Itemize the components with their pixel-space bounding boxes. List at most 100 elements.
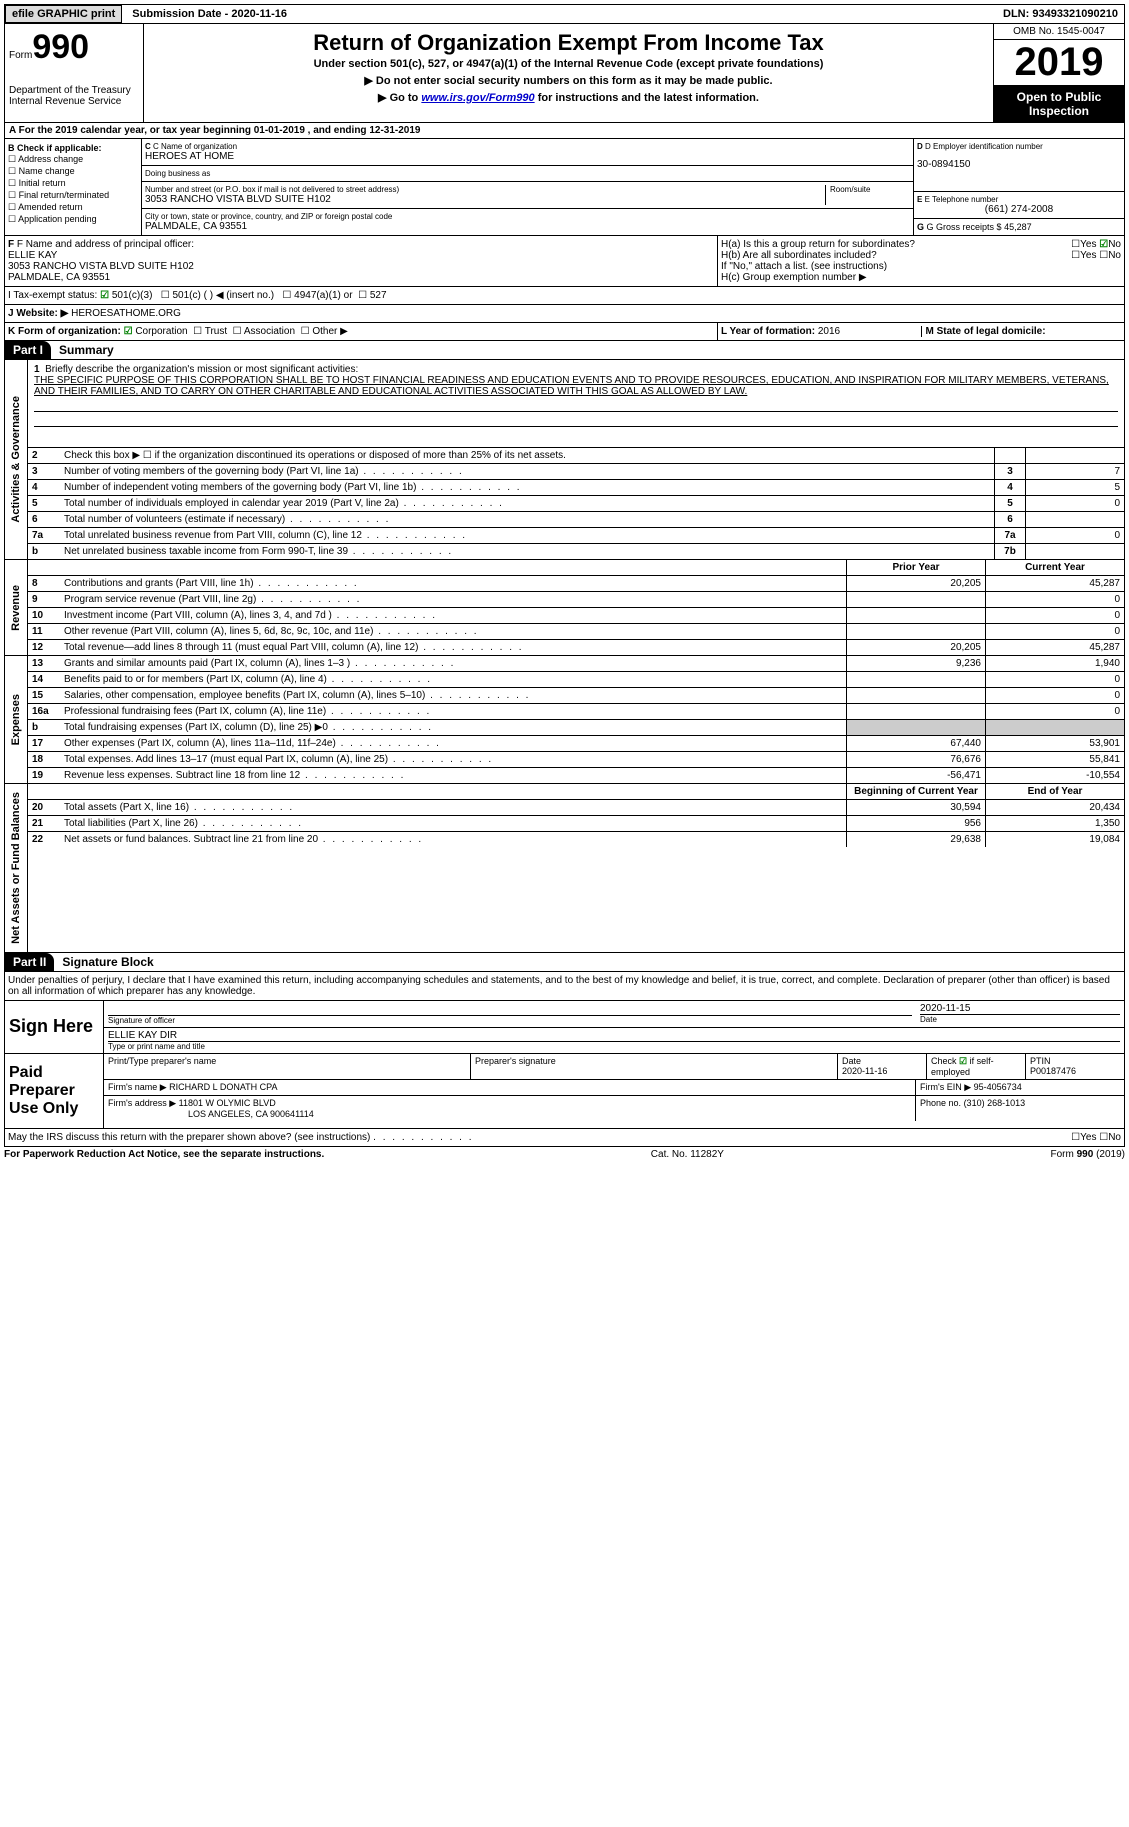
part-i-head: Part I [5, 341, 51, 359]
officer-addr1: 3053 RANCHO VISTA BLVD SUITE H102 [8, 261, 714, 272]
part-i-title: Summary [51, 341, 122, 359]
table-row: 21 Total liabilities (Part X, line 26) 9… [28, 816, 1124, 832]
org-name: HEROES AT HOME [145, 151, 910, 162]
ha-label: H(a) Is this a group return for subordin… [721, 239, 915, 250]
col-b-checkboxes: B Check if applicable: Address change Na… [5, 139, 142, 235]
footer-right: Form 990 (2019) [1051, 1149, 1125, 1160]
check-501c3-icon: ☑ [100, 290, 109, 301]
gov-row: b Net unrelated business taxable income … [28, 544, 1124, 559]
cb-name-change[interactable]: Name change [8, 166, 138, 177]
bal-head-row: Beginning of Current Year End of Year [28, 784, 1124, 800]
table-row: 17 Other expenses (Part IX, column (A), … [28, 736, 1124, 752]
sig-date: 2020-11-15 [920, 1003, 1120, 1014]
officer-addr2: PALMDALE, CA 93551 [8, 272, 714, 283]
officer-h-block: F F Name and address of principal office… [4, 236, 1125, 287]
part-ii-bar: Part II Signature Block [4, 953, 1125, 972]
website-row: J Website: ▶ HEROESATHOME.ORG [4, 305, 1125, 323]
part-ii-head: Part II [5, 953, 54, 971]
k-label: K Form of organization: [8, 326, 121, 337]
subtitle-2: ▶ Do not enter social security numbers o… [148, 74, 989, 87]
ein: 30-0894150 [917, 159, 1121, 170]
irs-link[interactable]: www.irs.gov/Form990 [421, 92, 534, 104]
balances-block: Net Assets or Fund Balances Beginning of… [4, 784, 1125, 953]
gov-row: 3 Number of voting members of the govern… [28, 464, 1124, 480]
sign-here-block: Sign Here Signature of officer 2020-11-1… [4, 1001, 1125, 1054]
room-label: Room/suite [830, 185, 910, 194]
mission-text: THE SPECIFIC PURPOSE OF THIS CORPORATION… [34, 375, 1109, 397]
f-label: F F Name and address of principal office… [8, 239, 714, 250]
cb-final-return[interactable]: Final return/terminated [8, 190, 138, 201]
m-label: M State of legal domicile: [926, 326, 1046, 337]
gov-row: 5 Total number of individuals employed i… [28, 496, 1124, 512]
ptin: P00187476 [1030, 1066, 1120, 1076]
l-label: L Year of formation: [721, 326, 815, 337]
vert-expenses: Expenses [10, 686, 22, 753]
city-state-zip: PALMDALE, CA 93551 [145, 221, 910, 232]
subtitle-3: ▶ Go to www.irs.gov/Form990 for instruct… [148, 91, 989, 104]
table-row: 22 Net assets or fund balances. Subtract… [28, 832, 1124, 847]
line-a: A For the 2019 calendar year, or tax yea… [4, 123, 1125, 139]
tax-year: 2019 [994, 40, 1124, 86]
table-row: 10 Investment income (Part VIII, column … [28, 608, 1124, 624]
submission-date: Submission Date - 2020-11-16 [126, 6, 293, 22]
identity-block: B Check if applicable: Address change Na… [4, 139, 1125, 236]
cb-address-change[interactable]: Address change [8, 154, 138, 165]
sig-name: ELLIE KAY DIR [108, 1030, 1120, 1041]
part-ii-title: Signature Block [54, 953, 161, 971]
part-i-bar: Part I Summary [4, 341, 1125, 360]
phone: (661) 274-2008 [917, 204, 1121, 215]
expenses-block: Expenses 13 Grants and similar amounts p… [4, 656, 1125, 784]
prep-name-label: Print/Type preparer's name [104, 1054, 471, 1079]
vert-governance: Activities & Governance [10, 388, 22, 531]
officer-name: ELLIE KAY [8, 250, 714, 261]
omb-number: OMB No. 1545-0047 [994, 24, 1124, 40]
website-url: HEROESATHOME.ORG [71, 308, 181, 319]
dept-treasury: Department of the Treasury [9, 85, 139, 96]
table-row: b Total fundraising expenses (Part IX, c… [28, 720, 1124, 736]
hb-label: H(b) Are all subordinates included? [721, 250, 877, 261]
gov-row: 2 Check this box ▶ ☐ if the organization… [28, 448, 1124, 464]
cb-app-pending[interactable]: Application pending [8, 214, 138, 225]
gov-row: 4 Number of independent voting members o… [28, 480, 1124, 496]
rev-head-row: Prior Year Current Year [28, 560, 1124, 576]
gross-receipts: 45,287 [1004, 222, 1032, 232]
check-corp-icon: ☑ [124, 326, 133, 337]
i-label: I Tax-exempt status: [8, 290, 97, 301]
hb-note: If "No," attach a list. (see instruction… [721, 261, 1121, 272]
discuss-row: May the IRS discuss this return with the… [4, 1129, 1125, 1147]
sig-date-label: Date [920, 1014, 1120, 1024]
cb-initial-return[interactable]: Initial return [8, 178, 138, 189]
efile-button[interactable]: efile GRAPHIC print [5, 5, 122, 23]
hc-label: H(c) Group exemption number ▶ [721, 272, 1121, 283]
hb-answer: ☐Yes ☐No [1071, 250, 1121, 261]
firm-name: RICHARD L DONATH CPA [169, 1082, 277, 1092]
mission-row: 1 Briefly describe the organization's mi… [28, 360, 1124, 448]
table-row: 16a Professional fundraising fees (Part … [28, 704, 1124, 720]
open-public-badge: Open to Public Inspection [994, 86, 1124, 122]
c-name-label: C C Name of organization [145, 142, 910, 151]
city-label: City or town, state or province, country… [145, 212, 910, 221]
form-header: Form990 Department of the Treasury Inter… [4, 24, 1125, 123]
table-row: 12 Total revenue—add lines 8 through 11 … [28, 640, 1124, 655]
firm-phone: (310) 268-1013 [964, 1098, 1026, 1108]
k-l-m-row: K Form of organization: ☑ Corporation ☐ … [4, 323, 1125, 341]
tax-exempt-row: I Tax-exempt status: ☑ 501(c)(3) ☐ 501(c… [4, 287, 1125, 305]
ha-answer: ☐Yes ☑No [1071, 239, 1121, 250]
table-row: 15 Salaries, other compensation, employe… [28, 688, 1124, 704]
g-gross-label: G G Gross receipts $ [917, 222, 1002, 232]
table-row: 18 Total expenses. Add lines 13–17 (must… [28, 752, 1124, 768]
form-990-label: Form990 [9, 28, 139, 67]
firm-addr2: LOS ANGELES, CA 900641114 [188, 1109, 314, 1119]
j-label: J Website: ▶ [8, 308, 68, 319]
table-row: 8 Contributions and grants (Part VIII, l… [28, 576, 1124, 592]
table-row: 20 Total assets (Part X, line 16) 30,594… [28, 800, 1124, 816]
dba-label: Doing business as [145, 169, 910, 178]
dln: DLN: 93493321090210 [997, 6, 1124, 22]
firm-addr1: 11801 W OLYMIC BLVD [179, 1098, 276, 1108]
cb-amended[interactable]: Amended return [8, 202, 138, 213]
footer-mid: Cat. No. 11282Y [651, 1149, 724, 1160]
paid-preparer-block: Paid Preparer Use Only Print/Type prepar… [4, 1054, 1125, 1129]
vert-revenue: Revenue [10, 577, 22, 639]
top-bar: efile GRAPHIC print Submission Date - 20… [4, 4, 1125, 24]
revenue-block: Revenue Prior Year Current Year 8 Contri… [4, 560, 1125, 656]
